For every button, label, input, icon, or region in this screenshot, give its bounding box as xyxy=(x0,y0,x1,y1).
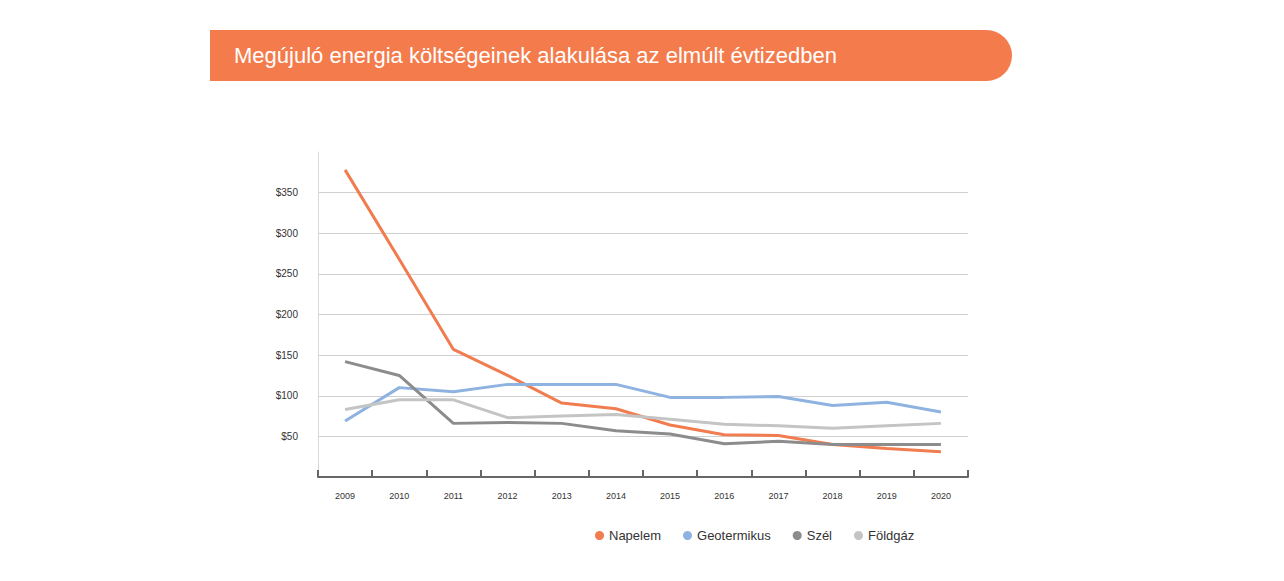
svg-text:Napelem: Napelem xyxy=(609,528,661,543)
svg-text:$150: $150 xyxy=(276,350,299,361)
svg-text:2019: 2019 xyxy=(877,491,897,501)
svg-text:2015: 2015 xyxy=(660,491,680,501)
svg-text:$250: $250 xyxy=(276,268,299,279)
svg-text:$300: $300 xyxy=(276,228,299,239)
svg-text:2016: 2016 xyxy=(714,491,734,501)
svg-text:$50: $50 xyxy=(281,431,298,442)
svg-text:2012: 2012 xyxy=(498,491,518,501)
svg-text:Szél: Szél xyxy=(807,528,832,543)
svg-text:2018: 2018 xyxy=(823,491,843,501)
svg-text:$100: $100 xyxy=(276,390,299,401)
svg-text:2009: 2009 xyxy=(335,491,355,501)
svg-text:2010: 2010 xyxy=(389,491,409,501)
svg-text:2011: 2011 xyxy=(444,491,463,501)
svg-text:Geotermikus: Geotermikus xyxy=(697,528,771,543)
svg-text:$350: $350 xyxy=(276,187,299,198)
svg-text:$200: $200 xyxy=(276,309,299,320)
svg-text:Földgáz: Földgáz xyxy=(868,528,914,543)
svg-text:2014: 2014 xyxy=(606,491,626,501)
svg-text:2013: 2013 xyxy=(552,491,572,501)
svg-text:2020: 2020 xyxy=(931,491,951,501)
svg-text:2017: 2017 xyxy=(768,491,788,501)
html-text:Megújuló energia költségeinek: Megújuló energia költségeinek alakulása … xyxy=(234,43,837,68)
